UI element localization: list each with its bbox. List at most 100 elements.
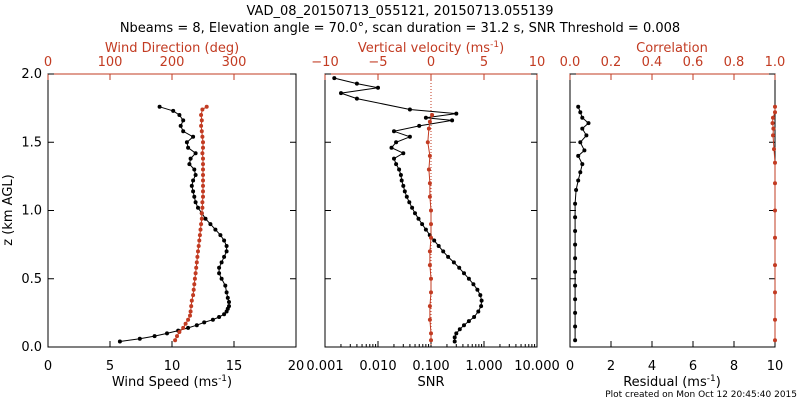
wind-red-data-point — [201, 173, 205, 177]
wind-black-data-point — [171, 108, 176, 113]
snr-black-data-point — [446, 254, 451, 259]
snr-red-data-point — [427, 153, 432, 158]
snr-red-data-point — [426, 167, 431, 172]
snr-black-data-point — [452, 339, 457, 344]
wind-black-data-point — [186, 145, 191, 150]
wind-red-data-point — [191, 293, 196, 298]
wind-panel-frame — [47, 73, 297, 348]
snr-red-data-point — [429, 235, 433, 240]
wind-speed-label-sup: -1 — [218, 374, 227, 384]
wind-speed-label-end: ) — [227, 375, 232, 390]
residual-black-data-point — [573, 324, 578, 329]
residual-top-tick-label: 0.8 — [724, 55, 745, 70]
wind-black-data-point — [192, 167, 197, 172]
wind-red-data-point — [199, 118, 204, 123]
residual-bottom-tick-label: 2 — [607, 359, 615, 374]
snr-top-tick-label: 0 — [427, 55, 435, 70]
snr-red-data-point — [427, 119, 432, 124]
wind-red-data-point — [192, 276, 197, 281]
residual-black-data-point — [573, 242, 578, 247]
snr-black-data-point — [399, 178, 404, 183]
residual-black-data-point — [578, 110, 583, 115]
wind-red-data-point — [201, 140, 205, 145]
snr-top-tick-label: 5 — [480, 55, 488, 70]
residual-black-data-point — [573, 256, 578, 261]
snr-red-data-point — [429, 338, 433, 343]
snr-bottom-tick-label: 10.000 — [514, 359, 560, 374]
wind-red-data-point — [201, 145, 205, 150]
residual-top-tick-label: 1.0 — [765, 55, 786, 70]
residual-bottom-tick-label: 4 — [648, 359, 656, 374]
wind-black-data-point — [224, 290, 229, 295]
y-tick-label: 0.0 — [21, 340, 42, 355]
wind-black-data-point — [191, 178, 196, 183]
wind-bottom-tick-label: 20 — [288, 359, 305, 374]
residual-black-data-point — [582, 148, 587, 153]
plot-created-footer: Plot created on Mon Oct 12 20:45:40 2015 — [605, 390, 797, 400]
wind-red-data-point — [195, 254, 200, 259]
wind-red-data-point — [188, 309, 193, 314]
wind-red-data-point — [177, 330, 182, 334]
snr-black-data-point — [407, 200, 412, 205]
residual-red-data-point — [773, 317, 777, 322]
wind-red-series-line — [174, 106, 207, 341]
wind-red-data-point — [199, 211, 204, 216]
wind-black-data-point — [208, 222, 213, 227]
snr-black-data-point — [420, 222, 425, 227]
wind-black-data-point — [152, 334, 157, 339]
wind-black-data-point — [189, 183, 194, 188]
snr-black-data-point — [457, 265, 462, 270]
snr-black-data-point — [332, 76, 337, 81]
snr-black-data-point — [423, 227, 428, 232]
wind-black-data-point — [178, 123, 183, 128]
residual-axis-label: Residual (ms-1) — [623, 374, 721, 390]
snr-top-tick-label: −5 — [368, 55, 387, 70]
residual-black-data-point — [584, 133, 589, 138]
wind-direction-axis-label: Wind Direction (deg) — [105, 41, 239, 56]
snr-black-data-point — [407, 107, 412, 112]
residual-black-data-point — [580, 115, 585, 120]
wind-black-data-point — [192, 194, 197, 199]
residual-black-data-point — [578, 170, 583, 175]
snr-black-data-point — [401, 151, 406, 156]
snr-red-data-point — [430, 113, 435, 117]
wind-red-data-point — [173, 338, 178, 343]
snr-black-data-point — [462, 271, 466, 276]
snr-black-data-point — [454, 111, 459, 116]
wind-red-data-point — [175, 334, 179, 339]
wind-top-tick-label: 100 — [98, 55, 123, 70]
residual-top-tick-label: 0.0 — [560, 55, 581, 70]
wind-bottom-tick-label: 5 — [106, 359, 114, 374]
residual-red-data-point — [773, 235, 777, 240]
snr-black-data-point — [462, 323, 466, 328]
wind-red-data-point — [181, 325, 186, 330]
snr-black-data-point — [392, 129, 396, 134]
vertical-velocity-axis-label: Vertical velocity (ms-1) — [358, 40, 504, 56]
residual-black-data-point — [573, 201, 578, 206]
wind-black-data-point — [225, 295, 230, 300]
snr-black-data-point — [394, 162, 399, 167]
wind-black-data-point — [188, 156, 193, 161]
snr-black-data-point — [471, 282, 476, 287]
residual-black-data-point — [576, 104, 581, 109]
snr-black-data-point — [392, 156, 396, 161]
wind-red-data-point — [200, 107, 205, 112]
wind-red-data-point — [183, 321, 188, 326]
snr-black-data-point — [404, 194, 409, 199]
wind-black-data-point — [181, 129, 186, 134]
snr-axis-label: SNR — [417, 375, 444, 390]
figure-title-line2: Nbeams = 8, Elevation angle = 70.0°, sca… — [120, 21, 680, 36]
residual-red-data-point — [773, 208, 777, 213]
wind-black-data-point — [227, 300, 231, 304]
wind-red-data-point — [193, 271, 198, 276]
y-tick-label: 2.0 — [21, 67, 42, 82]
residual-bottom-tick-label: 8 — [730, 359, 738, 374]
wind-speed-label-main: Wind Speed (ms — [112, 375, 218, 390]
snr-black-data-point — [417, 123, 422, 128]
residual-red-data-point — [770, 121, 775, 126]
snr-red-data-point — [429, 222, 433, 227]
residual-bottom-tick-label: 0 — [566, 359, 574, 374]
snr-black-data-point — [457, 327, 462, 332]
snr-black-data-point — [354, 81, 359, 86]
